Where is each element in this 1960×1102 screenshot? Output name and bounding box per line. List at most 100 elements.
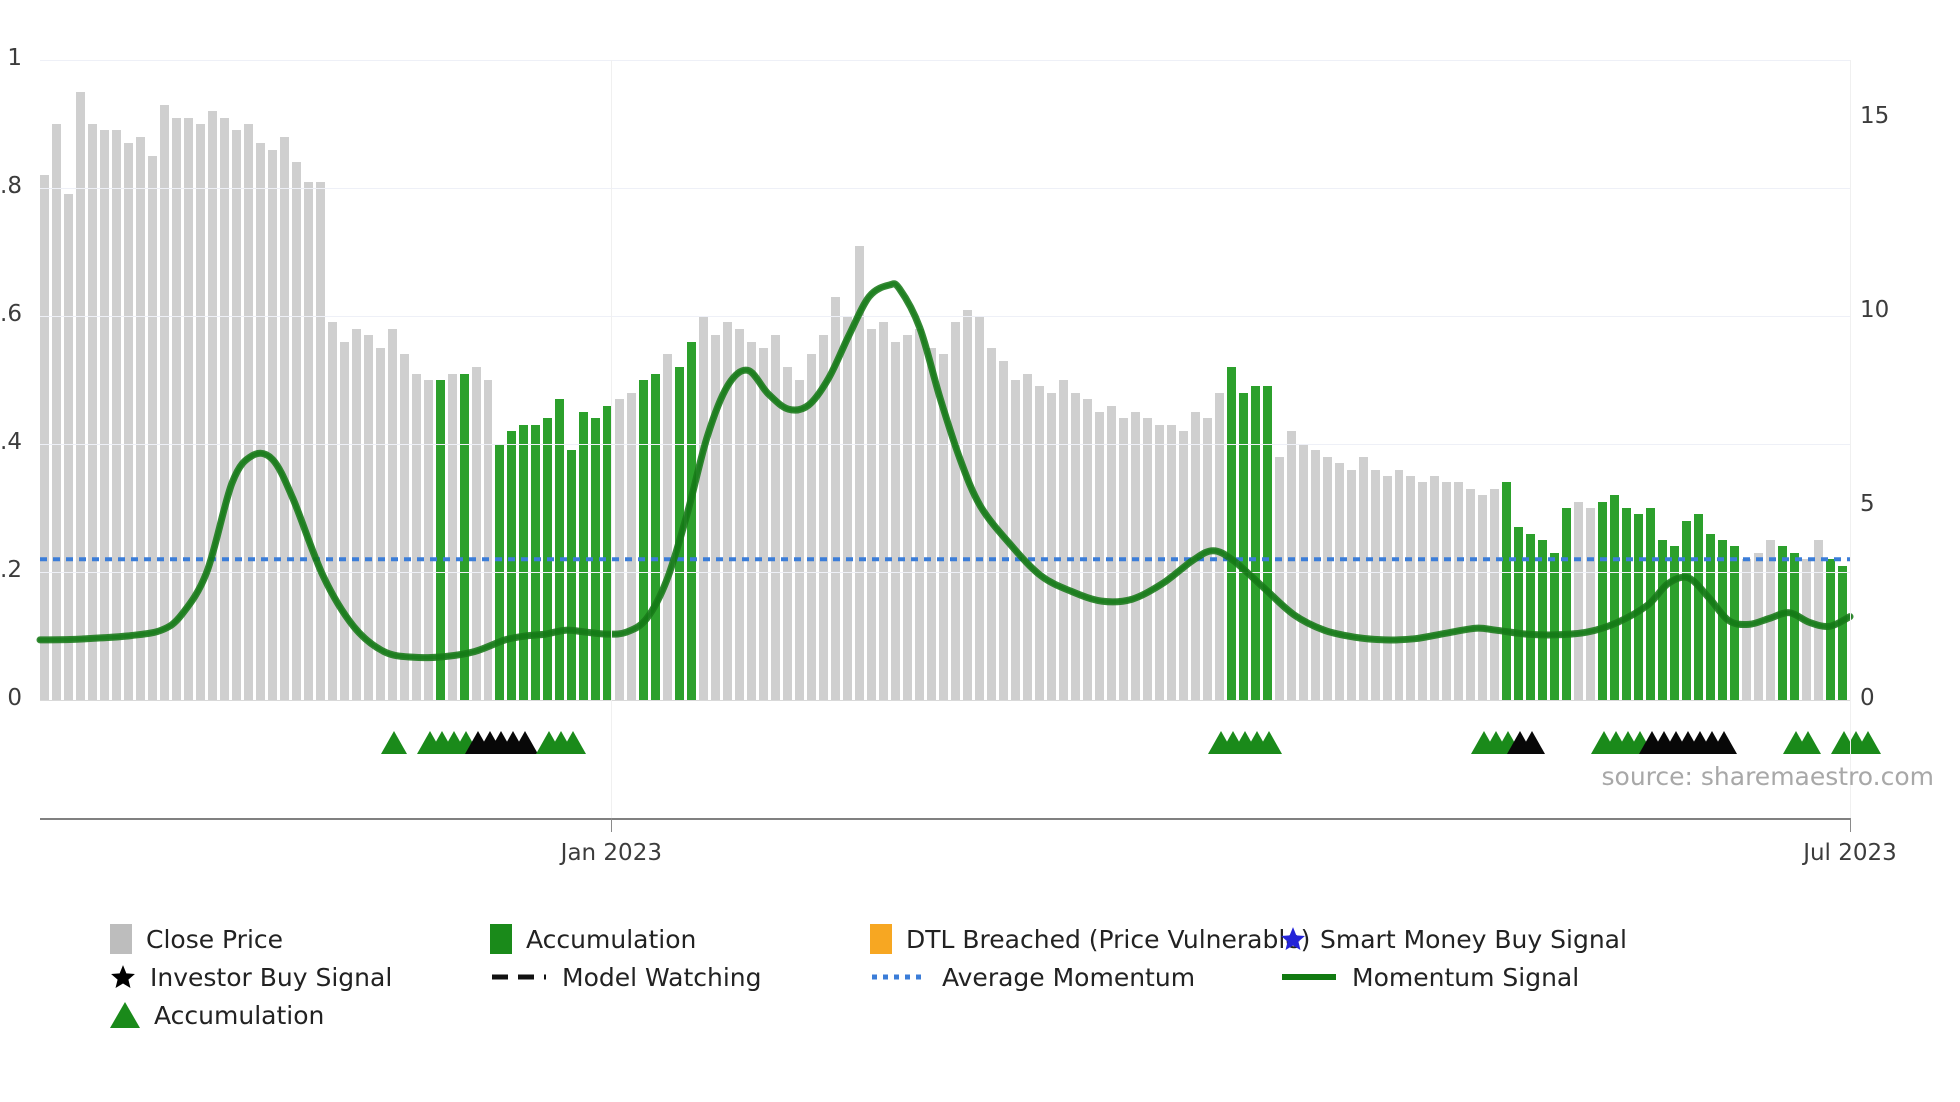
x-axis-tick	[1850, 818, 1851, 832]
momentum-curve-layer	[36, 280, 1854, 662]
close-price-bar	[279, 136, 289, 700]
left-axis-tick-label: 1	[7, 45, 22, 71]
average-momentum-dotted-icon	[870, 964, 928, 990]
x-gridline	[1850, 60, 1851, 822]
close-price-bar	[51, 124, 61, 700]
close-price-bar	[1334, 463, 1344, 700]
close-price-bar	[1382, 476, 1392, 700]
close-price-bar	[843, 316, 853, 700]
close-price-bar	[998, 360, 1008, 700]
accumulation-bar	[519, 424, 529, 700]
legend-item-investor-buy[interactable]: Investor Buy Signal	[110, 958, 392, 996]
close-price-bar	[1202, 418, 1212, 700]
left-axis-tick-label: 0.6	[0, 301, 22, 327]
legend-item-dtl-breached[interactable]: DTL Breached (Price Vulnerable)	[870, 920, 1310, 958]
close-price-bar	[1034, 386, 1044, 700]
close-price-bar	[1406, 476, 1416, 700]
close-price-bar	[1814, 540, 1824, 700]
close-price-bar	[219, 117, 229, 700]
close-price-bar	[663, 354, 673, 700]
close-price-bar	[1586, 508, 1596, 700]
close-price-bar	[867, 328, 877, 700]
close-price-bar	[950, 322, 960, 700]
close-price-bar	[1214, 392, 1224, 700]
accumulation-bar	[1670, 546, 1680, 700]
close-price-bar	[855, 245, 865, 700]
close-price-bar	[1286, 431, 1296, 700]
accumulation-marker	[380, 731, 407, 754]
close-price-bar	[411, 373, 421, 700]
legend-item-momentum-signal[interactable]: Momentum Signal	[1280, 958, 1579, 996]
accumulation-bar	[1694, 514, 1704, 700]
right-axis-tick-label: 0	[1860, 685, 1875, 711]
close-price-bar	[1454, 482, 1464, 700]
accumulation-bar	[1502, 482, 1512, 700]
close-price-bar	[939, 354, 948, 700]
close-price-bar	[1394, 469, 1404, 700]
close-price-bar	[147, 156, 157, 700]
close-price-bar	[1754, 552, 1764, 700]
close-price-bar	[1418, 482, 1428, 700]
close-price-bar	[303, 181, 313, 700]
close-price-bar	[255, 143, 265, 700]
accumulation-bar	[579, 412, 589, 700]
close-price-bar	[1106, 405, 1116, 700]
accumulation-bar	[1538, 540, 1548, 700]
dtl-breached-swatch-icon	[870, 924, 892, 954]
legend-label: Close Price	[146, 924, 284, 954]
x-axis-tick	[611, 818, 613, 832]
accumulation-bar	[1226, 367, 1236, 700]
close-price-bar	[1154, 424, 1164, 700]
close-price-bar	[327, 322, 337, 700]
accumulation-bar	[603, 405, 613, 700]
legend-item-model-watching[interactable]: Model Watching	[490, 958, 762, 996]
accumulation-marker	[1795, 731, 1822, 754]
close-price-bar	[471, 367, 481, 700]
close-price-bar	[183, 117, 193, 700]
plot-area	[36, 60, 1854, 701]
close-price-bar	[1166, 424, 1176, 700]
bar-series-layer	[40, 60, 1850, 700]
legend-item-accumulation-marker[interactable]: Accumulation	[110, 996, 324, 1034]
close-price-bar	[807, 354, 817, 700]
accumulation-marker	[1854, 731, 1881, 754]
accumulation-bar	[591, 418, 601, 700]
accumulation-bar	[651, 373, 661, 700]
legend-item-accumulation-bar[interactable]: Accumulation	[490, 920, 696, 958]
gridline	[40, 60, 1850, 61]
legend-item-close-price[interactable]: Close Price	[110, 920, 283, 958]
accumulation-bar	[1526, 533, 1536, 700]
close-price-bar	[1130, 412, 1140, 700]
left-axis-tick-label: 0.8	[0, 173, 22, 199]
close-price-bar	[1478, 495, 1488, 700]
close-price-bar	[627, 392, 637, 700]
close-price-bar	[879, 322, 889, 700]
gridline	[40, 444, 1850, 445]
close-price-bar	[1370, 469, 1380, 700]
source-attribution: source: sharemaestro.com	[1601, 762, 1935, 791]
accumulation-bar	[1610, 495, 1620, 700]
close-price-bar	[903, 335, 913, 700]
close-price-bar	[1082, 399, 1092, 700]
momentum-signal-curve	[36, 280, 1854, 662]
close-price-bar	[339, 341, 349, 700]
close-price-bar	[1322, 456, 1332, 700]
close-price-bar	[291, 162, 301, 700]
accumulation-marker	[560, 731, 587, 754]
close-price-bar	[171, 117, 181, 700]
close-price-bar	[135, 136, 145, 700]
close-price-bar	[819, 335, 829, 700]
accumulation-bar	[1598, 501, 1608, 700]
close-price-bar	[375, 348, 385, 700]
close-price-bar	[735, 328, 745, 700]
close-price-bar	[399, 354, 409, 700]
legend-label: Model Watching	[562, 962, 762, 992]
legend-item-average-momentum[interactable]: Average Momentum	[870, 958, 1195, 996]
accumulation-triangle-icon	[110, 1002, 140, 1028]
close-price-bar	[87, 124, 97, 700]
accumulation-bar	[1562, 508, 1572, 700]
legend-row-2: Investor Buy Signal Model Watching Avera…	[110, 958, 1910, 996]
legend-item-smart-money-buy[interactable]: Smart Money Buy Signal	[1280, 920, 1627, 958]
close-price-bar	[483, 380, 493, 700]
